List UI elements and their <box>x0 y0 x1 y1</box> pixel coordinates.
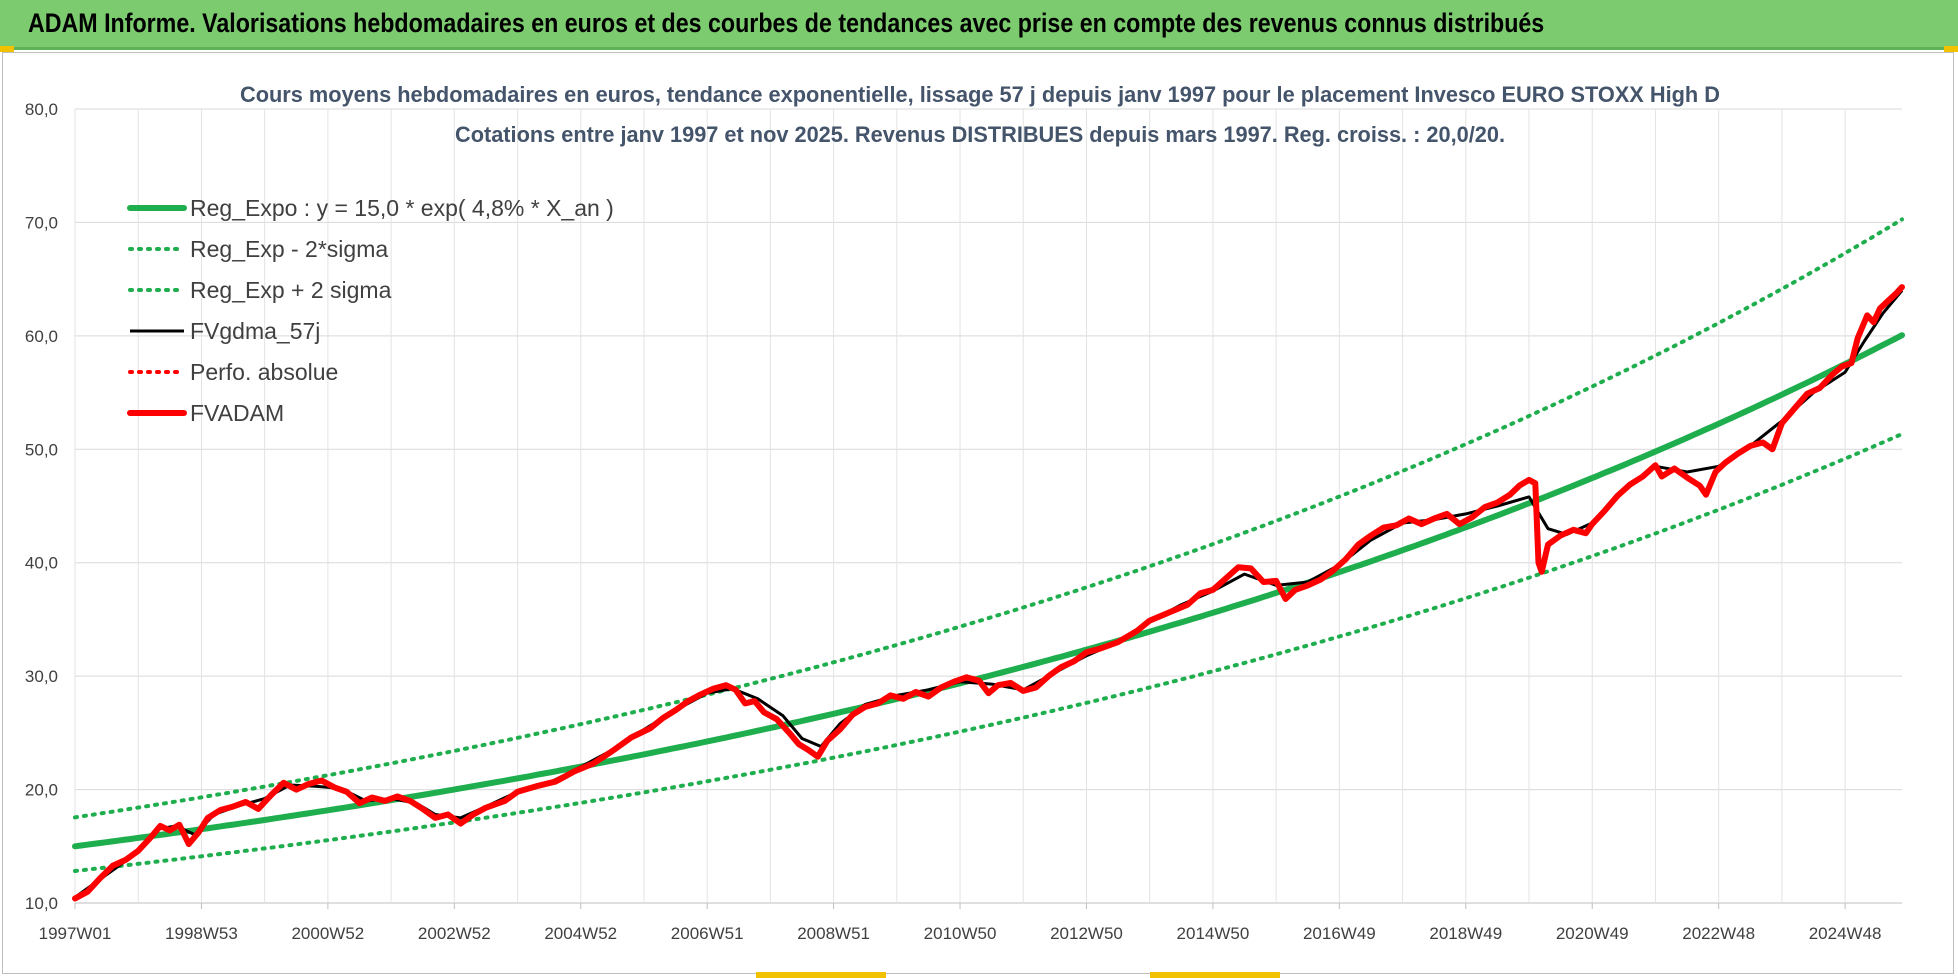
x-tick-label: 2004W52 <box>544 924 617 943</box>
x-tick-label: 2002W52 <box>418 924 491 943</box>
x-axis-labels: 1997W01 1998W53 2000W52 2002W52 2004W52 2006W… <box>39 924 1882 943</box>
y-tick-label: 60,0 <box>25 327 58 346</box>
legend-label-fvadam: FVADAM <box>190 400 284 426</box>
series-reg-exp-2-sigma <box>73 217 1904 820</box>
x-tick-label: 2014W50 <box>1177 924 1250 943</box>
x-tick-label: 2012W50 <box>1050 924 1123 943</box>
x-tick-label: 2000W52 <box>291 924 364 943</box>
y-tick-label: 30,0 <box>25 667 58 686</box>
banner-title: ADAM Informe. Valorisations hebdomadaire… <box>28 8 1545 38</box>
legend-label-reg-expo-y-15-0-exp-4-8-x-an: Reg_Expo : y = 15,0 * exp( 4,8% * X_an ) <box>190 195 614 221</box>
x-tick-label: 2020W49 <box>1556 924 1629 943</box>
x-tick-label: 2016W49 <box>1303 924 1376 943</box>
x-tick-label: 2024W48 <box>1809 924 1882 943</box>
bottom-marker <box>1150 972 1280 978</box>
y-tick-label: 70,0 <box>25 213 58 232</box>
legend-label-perfo-absolue: Perfo. absolue <box>190 359 338 385</box>
x-tick-label: 1998W53 <box>165 924 238 943</box>
y-axis-labels: 10,0 20,0 30,0 40,0 50,0 60,0 70,0 80,0 <box>25 100 58 913</box>
x-tick-label: 2006W51 <box>671 924 744 943</box>
chart-frame <box>2 52 1954 974</box>
y-tick-label: 10,0 <box>25 894 58 913</box>
x-tick-label: 2018W49 <box>1429 924 1502 943</box>
y-tick-label: 80,0 <box>25 100 58 119</box>
header-banner: ADAM Informe. Valorisations hebdomadaire… <box>0 0 1958 50</box>
y-tick-label: 40,0 <box>25 554 58 573</box>
chart-title-line2: Cotations entre janv 1997 et nov 2025. R… <box>455 122 1505 147</box>
x-tick-label: 2022W48 <box>1682 924 1755 943</box>
series-reg-exp-2-sigma <box>73 432 1904 873</box>
x-tick-label: 2008W51 <box>797 924 870 943</box>
chart-legend: Reg_Expo : y = 15,0 * exp( 4,8% * X_an )… <box>127 195 614 426</box>
x-tick-label: 1997W01 <box>39 924 112 943</box>
x-tick-label: 2010W50 <box>924 924 997 943</box>
series-fvadam <box>72 284 1905 902</box>
y-tick-label: 50,0 <box>25 440 58 459</box>
legend-label-reg-exp-2-sigma: Reg_Exp + 2 sigma <box>190 277 392 303</box>
corner-marker-right <box>1944 46 1958 52</box>
legend-label-reg-exp-2-sigma: Reg_Exp - 2*sigma <box>190 236 388 262</box>
chart-title-line1: Cours moyens hebdomadaires en euros, ten… <box>240 82 1720 107</box>
y-tick-label: 20,0 <box>25 781 58 800</box>
bottom-marker <box>756 972 886 978</box>
series-layer <box>72 217 1905 902</box>
legend-label-fvgdma-57j: FVgdma_57j <box>190 318 320 344</box>
chart-grid <box>74 108 1902 909</box>
corner-marker-left <box>0 46 14 52</box>
